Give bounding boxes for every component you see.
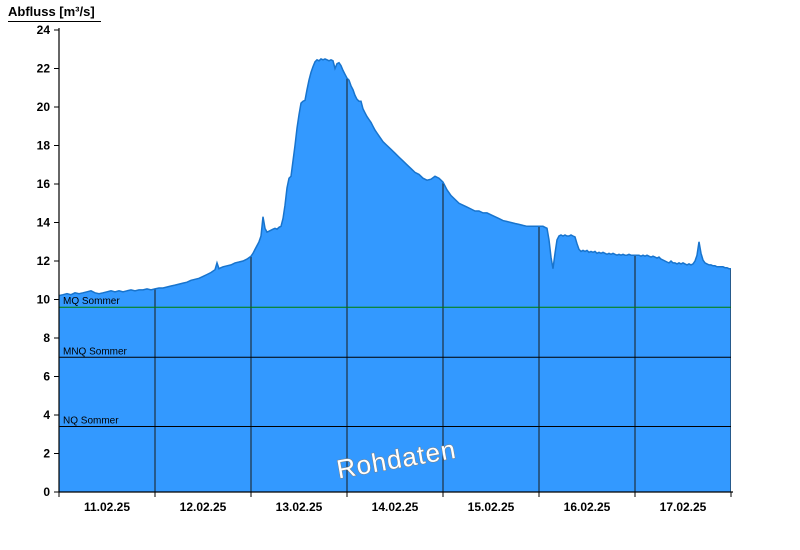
x-tick-label: 15.02.25 [468,500,515,514]
x-tick-label: 12.02.25 [180,500,227,514]
x-tick-label: 17.02.25 [660,500,707,514]
y-tick-label: 0 [43,485,50,499]
x-tick-label: 16.02.25 [564,500,611,514]
y-tick-label: 8 [43,331,50,345]
y-tick-label: 20 [37,100,51,114]
y-tick-label: 4 [43,408,50,422]
x-tick-label: 13.02.25 [276,500,323,514]
reference-lines: MQ Sommer MNQ Sommer NQ Sommer [59,296,731,428]
y-tick-label: 22 [37,62,51,76]
reference-line-label: NQ Sommer [63,416,119,427]
y-tick-label: 12 [37,254,51,268]
discharge-line [58,58,731,297]
discharge-area [59,58,731,493]
reference-line-label: MQ Sommer [63,296,120,307]
x-tick-label: 14.02.25 [372,500,419,514]
x-axis-labels: 11.02.25 12.02.25 13.02.25 14.02.25 15.02.25… [84,500,707,514]
y-tick-label: 16 [37,177,51,191]
y-tick-label: 6 [43,370,50,384]
x-axis-ticks [58,492,732,497]
y-tick-label: 10 [37,293,51,307]
x-tick-label: 11.02.25 [84,500,130,514]
y-tick-label: 2 [43,447,50,461]
y-tick-label: 18 [37,139,51,153]
reference-line-label: MNQ Sommer [63,346,128,357]
y-tick-label: 24 [37,23,51,37]
y-tick-label: 14 [37,216,51,230]
chart-title: Abfluss [m³/s] [8,4,101,22]
